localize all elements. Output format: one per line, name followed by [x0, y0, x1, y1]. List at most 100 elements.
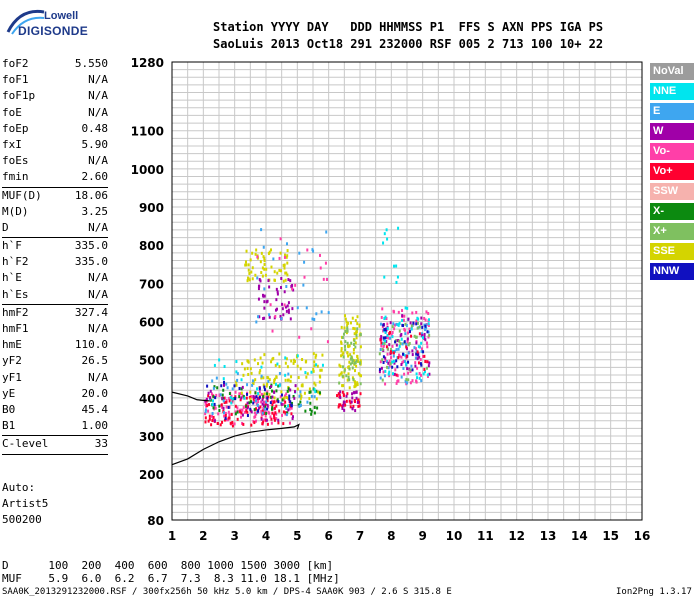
echo-point [230, 401, 233, 405]
echo-point [262, 404, 265, 408]
echo-point [251, 251, 254, 255]
echo-point [271, 389, 274, 393]
echo-point [275, 287, 278, 291]
echo-point [289, 317, 292, 321]
legend-item-ssw: SSW [650, 183, 694, 200]
echo-point [261, 274, 264, 278]
echo-point [284, 278, 287, 282]
echo-point [424, 318, 427, 322]
echo-point [349, 362, 352, 366]
echo-point [424, 324, 427, 328]
echo-point [221, 420, 224, 424]
echo-point [270, 248, 273, 252]
echo-point [249, 397, 252, 401]
echo-point [251, 266, 254, 270]
echo-point [322, 277, 325, 281]
echo-point [262, 383, 265, 387]
echo-point [420, 316, 423, 320]
echo-point [341, 406, 344, 410]
echo-point [222, 388, 225, 392]
echo-point [282, 422, 285, 426]
echo-point [416, 353, 419, 357]
echo-point [355, 359, 358, 363]
echo-point [351, 376, 354, 380]
echo-point [410, 334, 413, 338]
echo-point [239, 415, 242, 419]
echo-point [296, 364, 299, 368]
param-name: M(D) [2, 204, 29, 218]
param-name: yF1 [2, 370, 22, 384]
echo-point [320, 368, 323, 372]
echo-point [260, 392, 263, 396]
echo-point [247, 360, 250, 364]
echo-point [270, 421, 273, 425]
echo-point [420, 341, 423, 345]
echo-point [344, 403, 347, 407]
echo-point [243, 410, 246, 414]
echo-point [258, 315, 261, 319]
echo-point [324, 261, 327, 265]
echo-point [282, 313, 285, 317]
echo-point [386, 322, 389, 326]
echo-point [419, 345, 422, 349]
param-value: 335.0 [74, 255, 108, 269]
echo-point [267, 376, 270, 380]
echo-point [245, 404, 248, 408]
echo-point [286, 365, 289, 369]
echo-point [287, 308, 290, 312]
echo-point [395, 381, 398, 385]
echo-point [381, 342, 384, 346]
echo-point [382, 336, 385, 340]
echo-point [401, 318, 404, 322]
echo-point [384, 359, 387, 363]
echo-point [358, 361, 361, 365]
echo-point [224, 416, 227, 420]
echo-point [253, 396, 256, 400]
echo-point [298, 404, 301, 408]
echo-point [316, 364, 319, 368]
echo-point [414, 361, 417, 365]
echo-point [407, 317, 410, 321]
echo-point [359, 333, 362, 337]
echo-point [356, 381, 359, 385]
echo-point [282, 279, 285, 283]
echo-point [397, 310, 400, 314]
echo-point [266, 403, 269, 407]
echo-point [346, 344, 349, 348]
echo-point [260, 251, 263, 255]
echo-point [265, 384, 268, 388]
param-row: fxI 5.90 [2, 137, 108, 153]
echo-point [247, 268, 250, 272]
echo-point [278, 384, 281, 388]
echo-point [406, 340, 409, 344]
echo-point [258, 278, 261, 282]
echo-point [213, 405, 216, 409]
echo-point [425, 310, 428, 314]
echo-point [397, 379, 400, 383]
logo-line2: DIGISONDE [18, 24, 89, 38]
echo-point [285, 413, 288, 417]
echo-point [276, 362, 279, 366]
header-line2: SaoLuis 2013 Oct18 291 232000 RSF 005 2 … [213, 37, 604, 51]
echo-point [252, 395, 255, 399]
echo-point [386, 352, 389, 356]
echo-point [349, 405, 352, 409]
y-tick-label: 1000 [131, 163, 164, 177]
echo-point [298, 394, 301, 398]
echo-point [266, 390, 269, 394]
echo-point [412, 321, 415, 325]
param-value: N/A [88, 271, 108, 285]
echo-point [312, 249, 315, 253]
echo-point [391, 360, 394, 364]
echo-point [254, 273, 257, 277]
echo-point [399, 334, 402, 338]
echo-point [270, 384, 273, 388]
echo-point [205, 404, 208, 408]
param-value: 335.0 [74, 239, 108, 253]
echo-point [265, 400, 268, 404]
echo-point [263, 294, 266, 298]
echo-point [263, 316, 266, 320]
echo-point [343, 368, 346, 372]
echo-point [240, 391, 243, 395]
echo-point [395, 343, 398, 347]
